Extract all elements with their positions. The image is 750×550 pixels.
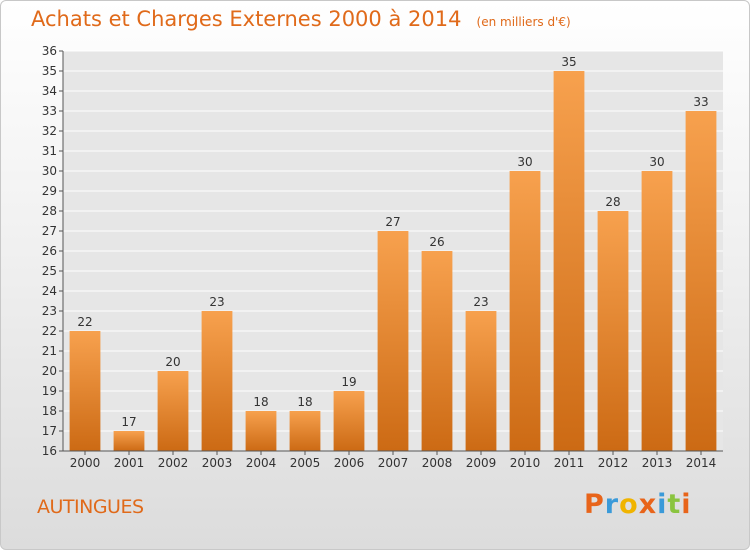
y-tick-label: 27 (42, 224, 57, 238)
x-tick-label-2002: 2002 (158, 456, 189, 470)
bar-2007 (377, 231, 409, 451)
bar-2009 (465, 311, 497, 451)
y-tick-label: 33 (42, 104, 57, 118)
bar-2005 (289, 411, 321, 451)
x-tick-label-2005: 2005 (290, 456, 321, 470)
bars (69, 71, 717, 451)
proxiti-logo[interactable]: Proxiti (584, 489, 692, 520)
y-tick-label: 24 (42, 284, 57, 298)
data-label-2000: 22 (77, 315, 92, 329)
data-label-2008: 26 (429, 235, 444, 249)
title-row: Achats et Charges Externes 2000 à 2014 (… (31, 7, 571, 31)
bar-2002 (157, 371, 189, 451)
y-tick-label: 31 (42, 144, 57, 158)
data-label-2011: 35 (561, 55, 576, 69)
y-tick-label: 18 (42, 404, 57, 418)
data-label-2009: 23 (473, 295, 488, 309)
x-tick-label-2011: 2011 (554, 456, 585, 470)
x-axis: 2000 2001 2002 2003 2004 2005 2006 2007 2008 2009… (63, 450, 723, 470)
y-tick-label: 26 (42, 244, 57, 258)
bar-2000 (69, 331, 101, 451)
y-tick-label: 36 (42, 44, 57, 58)
chart-unit: (en milliers d'€) (476, 15, 571, 29)
x-tick-label-2007: 2007 (378, 456, 409, 470)
logo-letter: i (681, 489, 692, 520)
y-tick-label: 25 (42, 264, 57, 278)
x-tick-label-2008: 2008 (422, 456, 453, 470)
data-label-2013: 30 (649, 155, 664, 169)
x-tick-label-2006: 2006 (334, 456, 365, 470)
bar-2008 (421, 251, 453, 451)
bar-2001 (113, 431, 145, 451)
x-tick-label-2001: 2001 (114, 456, 145, 470)
y-tick-label: 28 (42, 204, 57, 218)
y-tick-label: 32 (42, 124, 57, 138)
x-tick-label-2003: 2003 (202, 456, 233, 470)
commune-name: AUTINGUES (37, 496, 144, 518)
y-tick-label: 20 (42, 364, 57, 378)
data-label-2005: 18 (297, 395, 312, 409)
logo-letter: i (657, 489, 668, 520)
y-tick-label: 21 (42, 344, 57, 358)
y-tick-label: 17 (42, 424, 57, 438)
bar-2014 (685, 111, 717, 451)
bar-2010 (509, 171, 541, 451)
x-tick-label-2000: 2000 (70, 456, 101, 470)
bar-2013 (641, 171, 673, 451)
data-label-2002: 20 (165, 355, 180, 369)
data-label-2006: 19 (341, 375, 356, 389)
y-tick-label: 22 (42, 324, 57, 338)
data-label-2007: 27 (385, 215, 400, 229)
y-tick-label: 30 (42, 164, 57, 178)
data-label-2001: 17 (121, 415, 136, 429)
logo-letter: P (584, 489, 605, 520)
logo-letter: r (604, 489, 620, 520)
bar-2004 (245, 411, 277, 451)
bar-2012 (597, 211, 629, 451)
logo-letter: t (667, 489, 682, 520)
y-tick-label: 23 (42, 304, 57, 318)
y-tick-label: 19 (42, 384, 57, 398)
x-tick-label-2012: 2012 (598, 456, 629, 470)
bar-2011 (553, 71, 585, 451)
y-tick-label: 35 (42, 64, 57, 78)
logo-letter: o (619, 489, 639, 520)
x-tick-label-2014: 2014 (686, 456, 717, 470)
data-label-2010: 30 (517, 155, 532, 169)
data-label-2003: 23 (209, 295, 224, 309)
y-tick-label: 16 (42, 444, 57, 458)
chart-title: Achats et Charges Externes 2000 à 2014 (31, 7, 462, 31)
x-tick-label-2013: 2013 (642, 456, 673, 470)
y-tick-label: 29 (42, 184, 57, 198)
bar-2006 (333, 391, 365, 451)
x-tick-label-2004: 2004 (246, 456, 277, 470)
data-label-2012: 28 (605, 195, 620, 209)
data-label-2014: 33 (693, 95, 708, 109)
x-tick-label-2009: 2009 (466, 456, 497, 470)
x-tick-label-2010: 2010 (510, 456, 541, 470)
bar-2003 (201, 311, 233, 451)
y-tick-label: 34 (42, 84, 57, 98)
y-axis: 16 17 18 19 20 21 22 23 24 25 26 27 28 29 30 31 32 33 34 35… (42, 44, 64, 458)
data-label-2004: 18 (253, 395, 268, 409)
logo-letter: x (638, 489, 658, 520)
data-labels: 22 17 20 23 18 18 19 27 26 23 30 35 28 30 33 (77, 55, 708, 429)
